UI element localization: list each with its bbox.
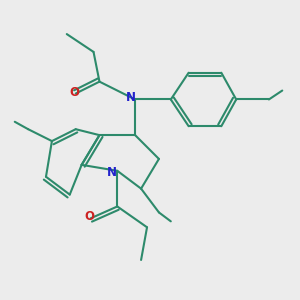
Text: O: O — [69, 85, 79, 98]
Text: N: N — [107, 166, 117, 179]
Text: O: O — [84, 210, 94, 224]
Text: N: N — [126, 92, 136, 104]
